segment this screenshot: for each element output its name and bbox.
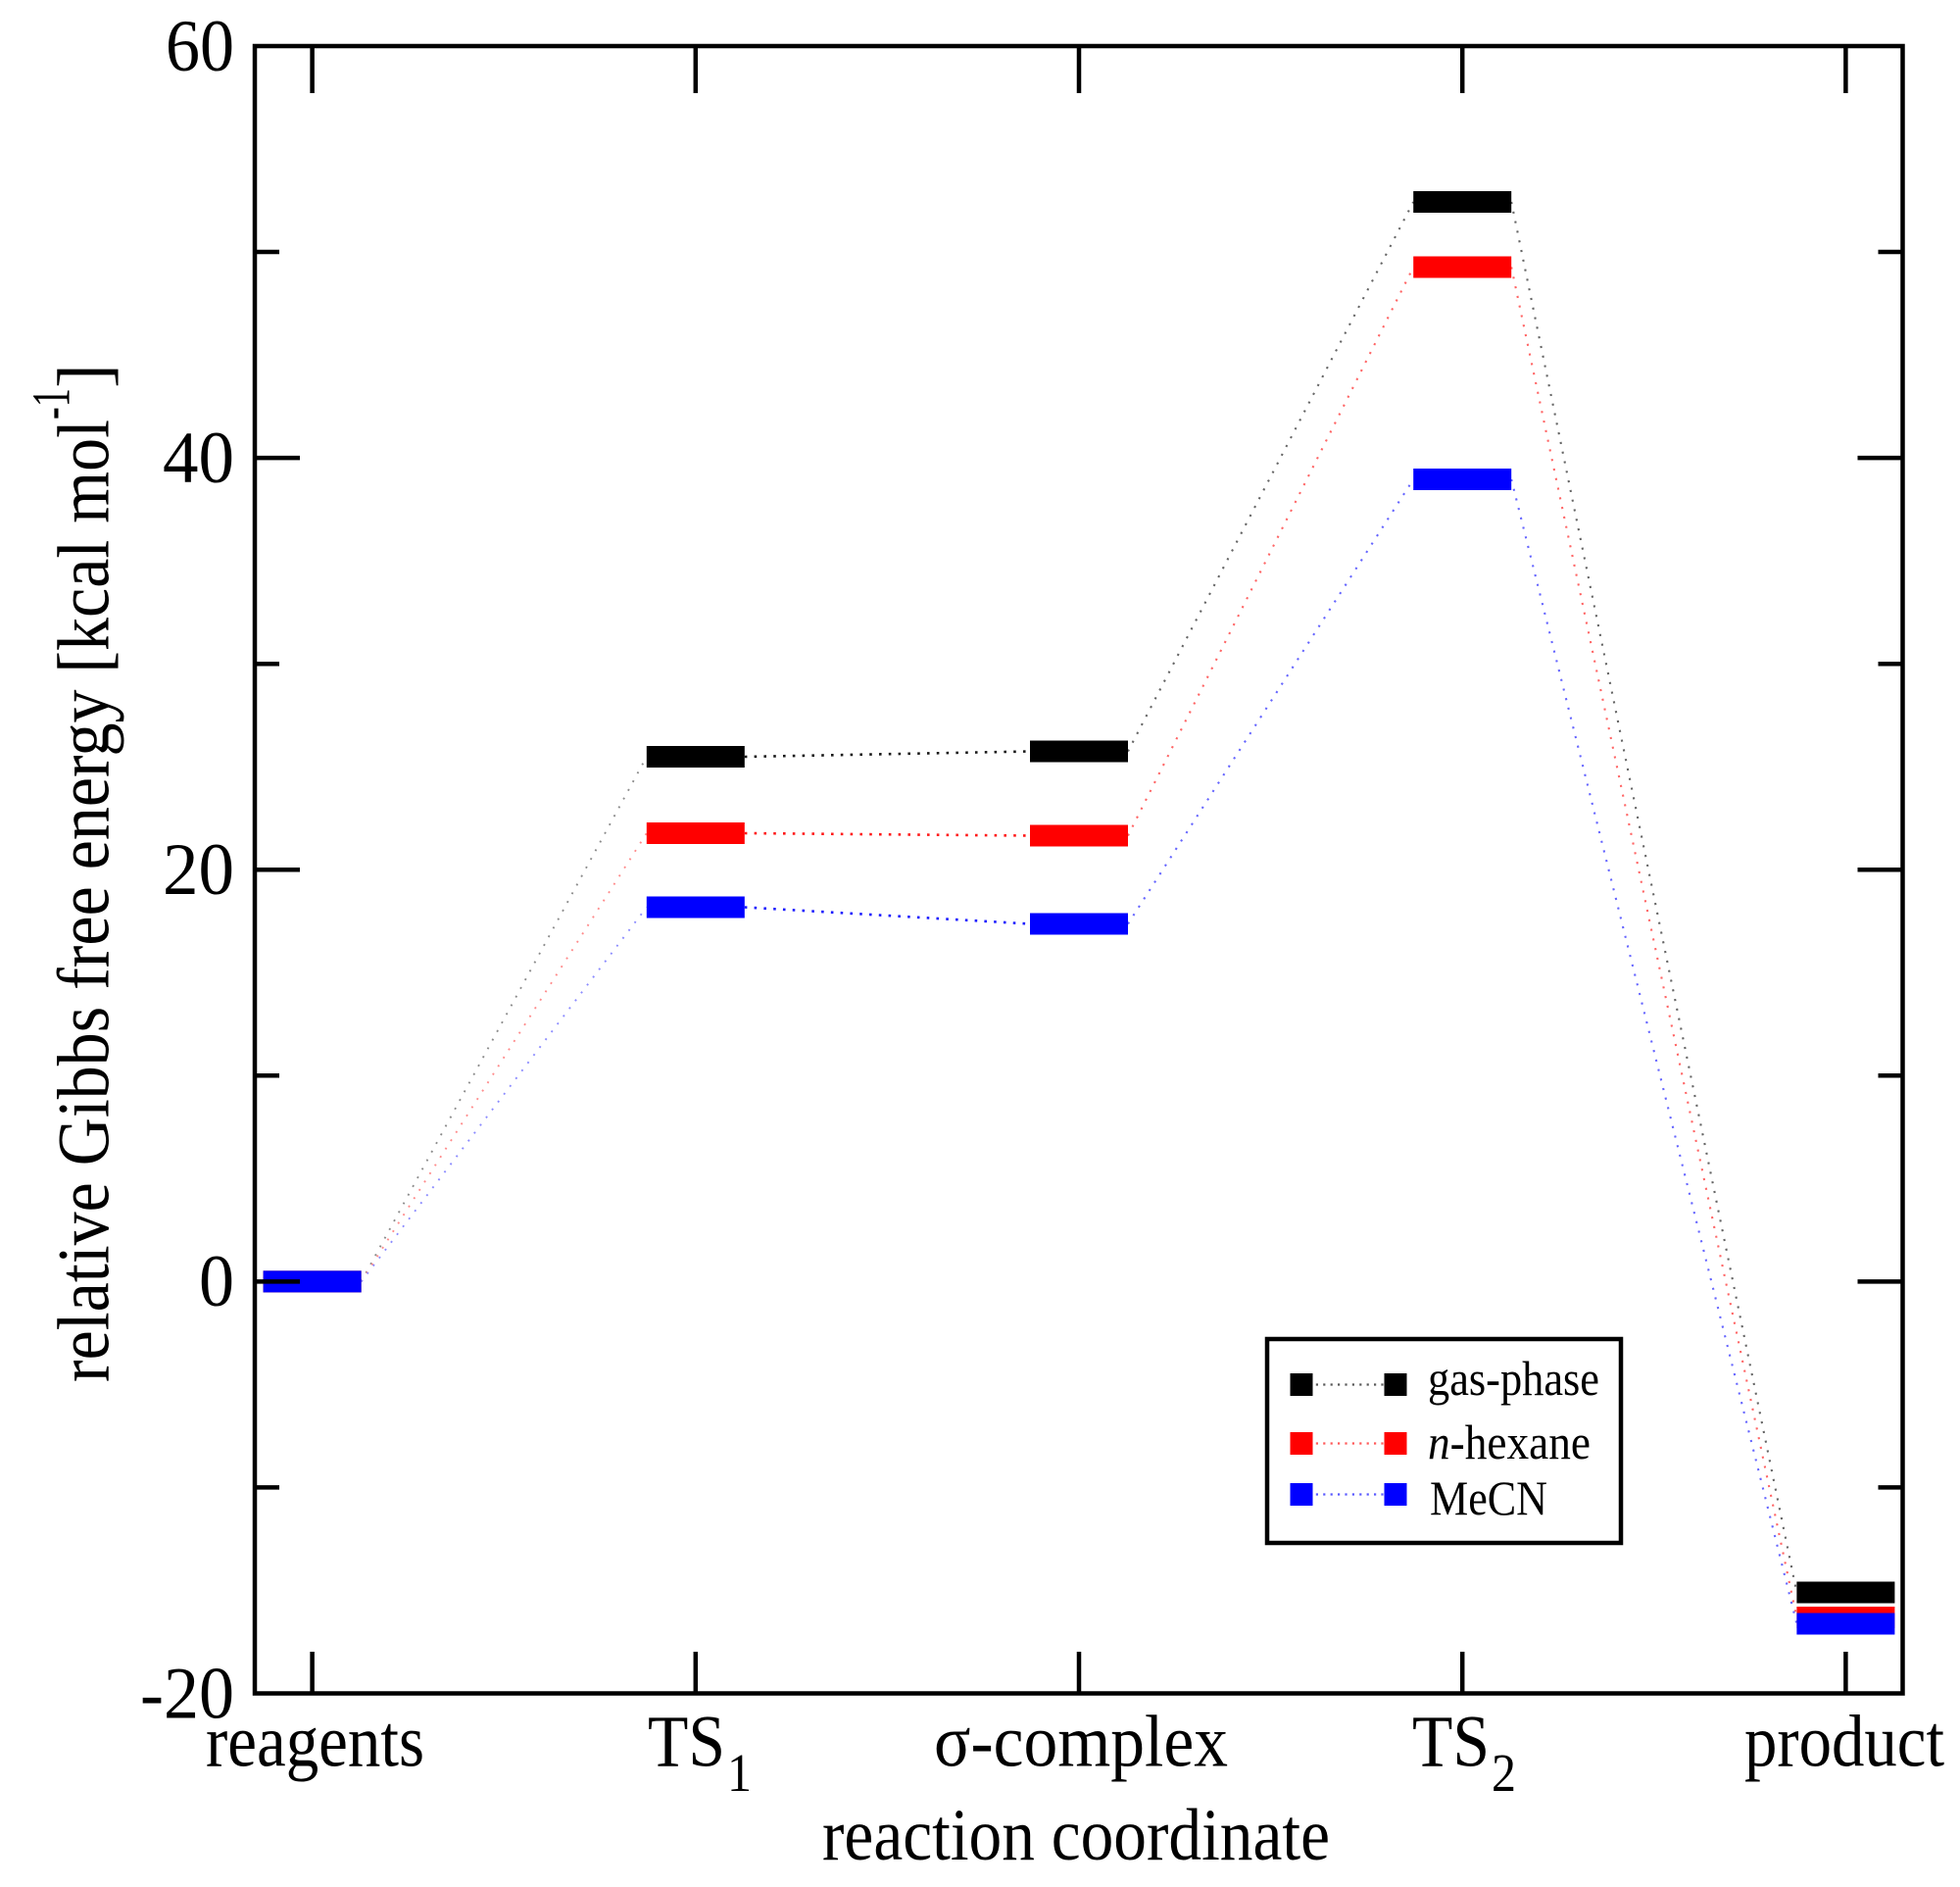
svg-text:20: 20 [163,829,234,911]
svg-text:0: 0 [199,1241,234,1322]
svg-text:MeCN: MeCN [1430,1470,1547,1525]
svg-text:gas-phase: gas-phase [1428,1351,1599,1406]
svg-text:TS: TS [648,1702,725,1783]
svg-text:1: 1 [727,1743,752,1803]
svg-text:relative Gibbs free energy [kc: relative Gibbs free energy [kcal mol-1] [22,364,125,1382]
svg-text:reagents: reagents [206,1702,424,1783]
svg-text:TS: TS [1412,1702,1490,1783]
svg-text:reaction coordinate: reaction coordinate [822,1795,1330,1876]
svg-text:product: product [1744,1702,1944,1783]
svg-text:-20: -20 [140,1653,234,1734]
svg-text:40: 40 [163,418,234,499]
svg-text:60: 60 [166,6,234,87]
svg-text:σ-complex: σ-complex [934,1702,1228,1783]
svg-text:n-hexane: n-hexane [1428,1415,1591,1469]
svg-text:2: 2 [1492,1743,1516,1803]
